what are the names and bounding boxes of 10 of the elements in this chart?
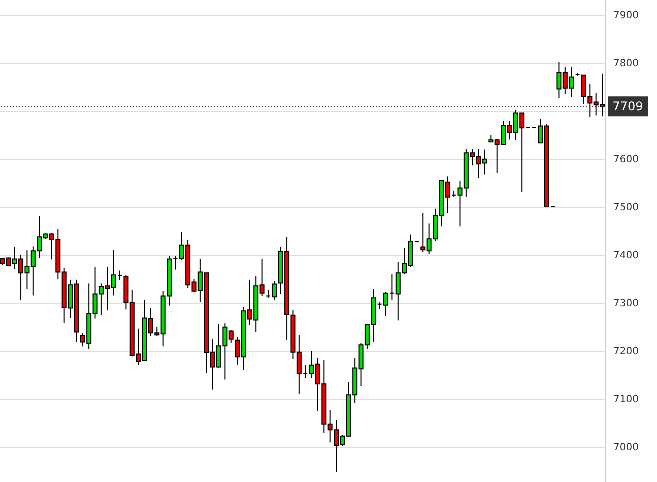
y-tick-label: 7000: [614, 442, 639, 454]
y-tick-label: 7400: [614, 250, 639, 262]
y-tick-label: 7800: [614, 58, 639, 70]
y-tick-label: 7600: [614, 154, 639, 166]
y-tick-label: 7300: [614, 298, 639, 310]
y-tick-label: 7100: [614, 394, 639, 406]
y-tick-label: 7200: [614, 346, 639, 358]
y-tick-label: 7900: [614, 10, 639, 22]
y-tick-label: 7500: [614, 202, 639, 214]
ref-line-label: 7709: [612, 100, 644, 114]
